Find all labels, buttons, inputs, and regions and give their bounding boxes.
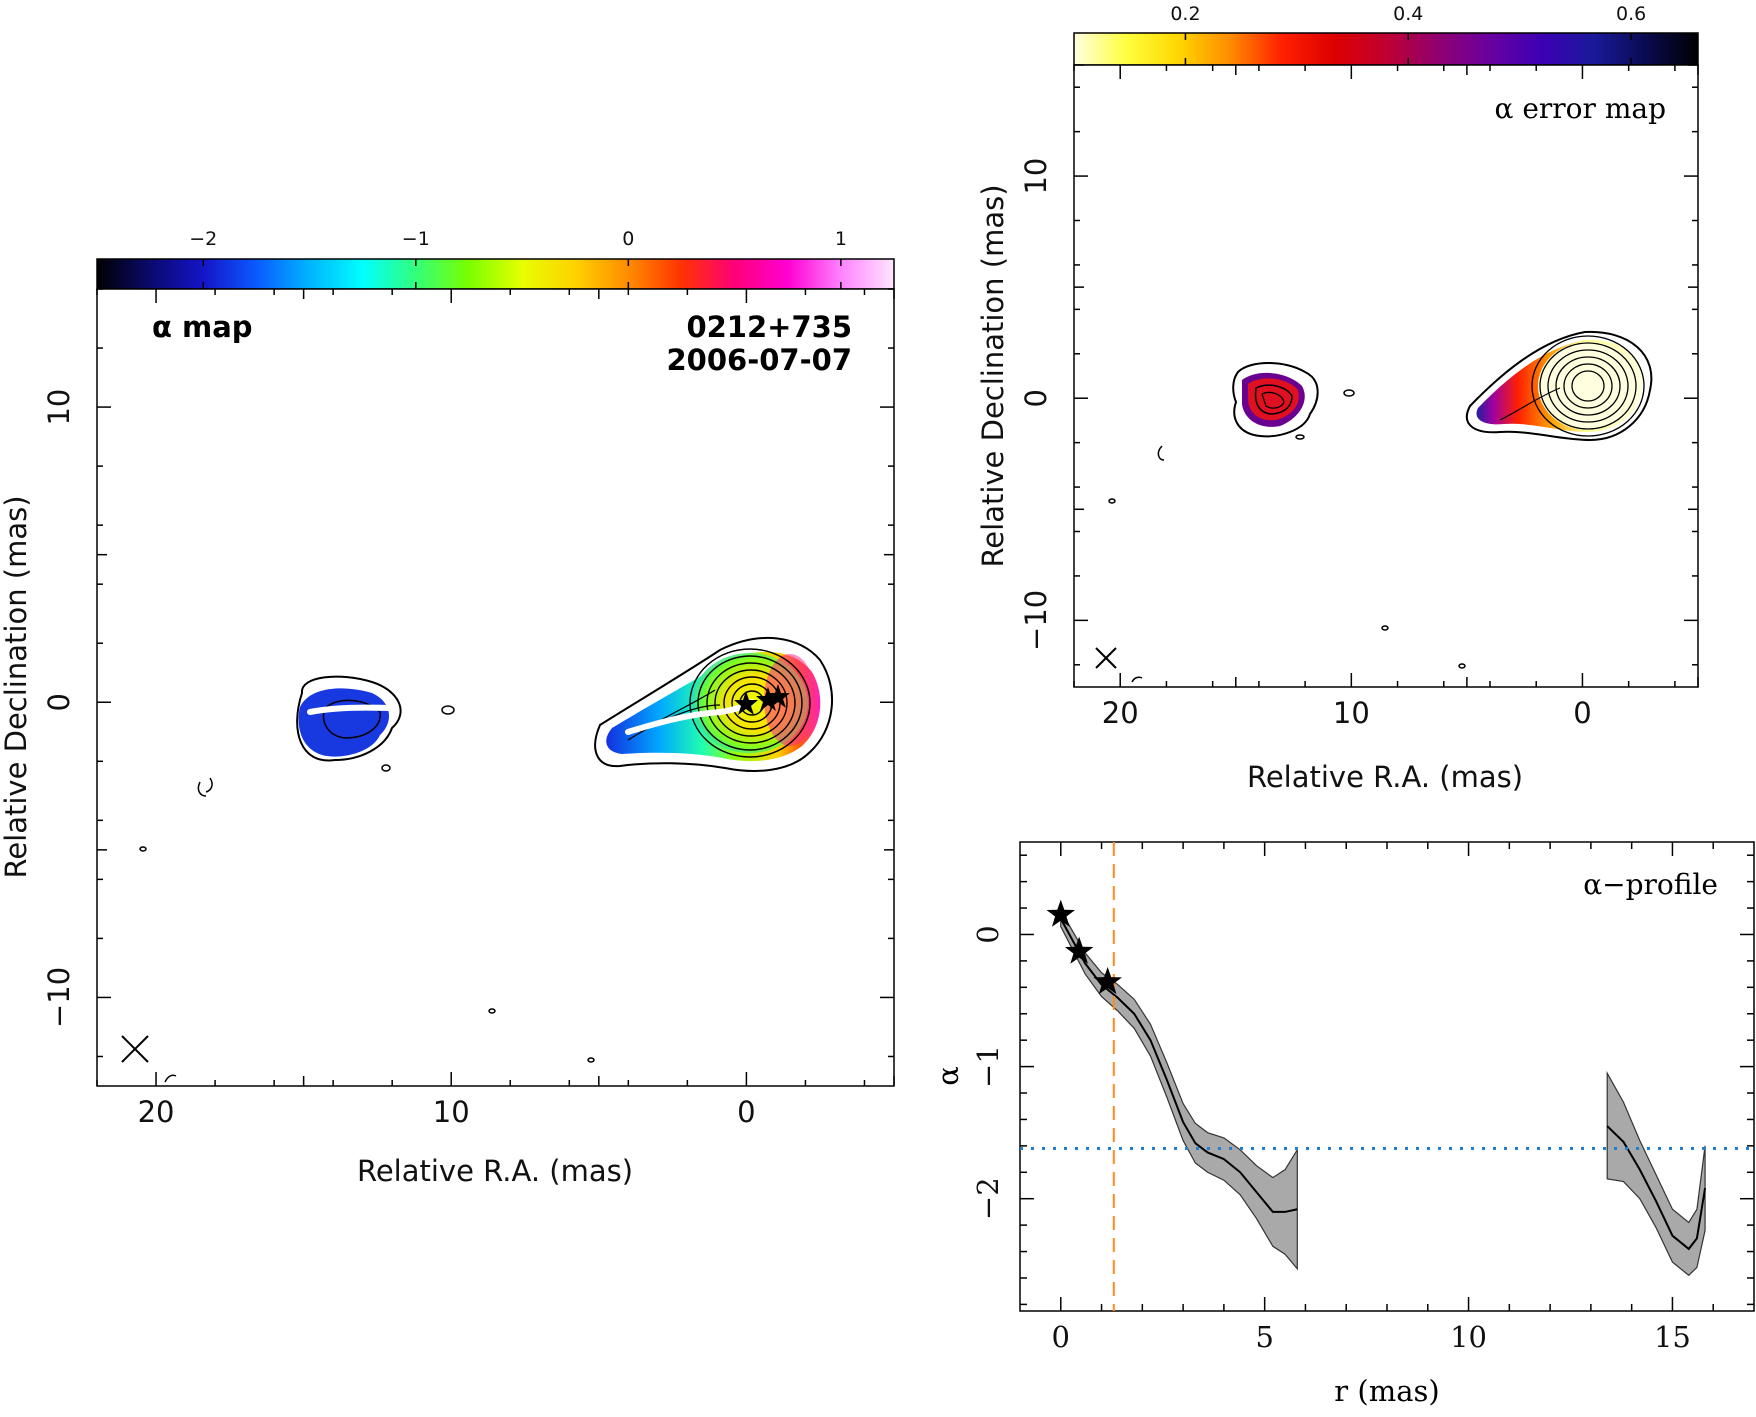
alpha-colorbar-ticks: −2 −1 0 1 — [189, 228, 847, 289]
x-tick-label: 15 — [1654, 1320, 1691, 1354]
profile-xlabel: r (mas) — [1334, 1374, 1439, 1408]
x-tick-label: 10 — [433, 1095, 470, 1129]
y-tick-label: −10 — [1019, 590, 1053, 651]
alpha-map-stars — [734, 684, 790, 715]
profile-star — [1046, 899, 1076, 927]
y-tick-label: −10 — [42, 967, 76, 1028]
y-tick-label: −1 — [971, 1045, 1005, 1088]
error-colorbar-ticks: 0.2 0.4 0.6 — [1170, 3, 1646, 65]
y-tick-label: 0 — [971, 925, 1005, 943]
x-tick-label: 0 — [737, 1095, 755, 1129]
x-tick-label: 5 — [1255, 1320, 1273, 1354]
colorbar-tick-label: −1 — [402, 228, 430, 250]
profile-label: α−profile — [1583, 868, 1718, 901]
alpha-map-beam — [121, 1035, 149, 1063]
error-colorbar — [1073, 32, 1699, 66]
alpha-map-ylabel: Relative Declination (mas) — [0, 495, 33, 878]
error-map-axes: 20 10 0 10 0 −10 — [1019, 64, 1699, 730]
alpha-map-xlabel: Relative R.A. (mas) — [357, 1154, 633, 1188]
colorbar-tick-label: 0.4 — [1393, 3, 1423, 25]
error-map-panel: 0.2 0.4 0.6 — [976, 3, 1699, 794]
alpha-map-date: 2006-07-07 — [667, 343, 853, 377]
y-tick-label: 10 — [42, 389, 76, 426]
error-map-label: α error map — [1495, 92, 1666, 125]
y-tick-label: −2 — [971, 1177, 1005, 1220]
profile-axes: 0 5 10 15 0 −1 −2 — [971, 842, 1754, 1354]
profile-ylabel: α — [931, 1066, 965, 1086]
alpha-map-panel: −2 −1 0 1 — [0, 228, 895, 1188]
colorbar-tick-label: 0.6 — [1616, 3, 1646, 25]
x-tick-label: 0 — [1052, 1320, 1070, 1354]
y-tick-label: 0 — [42, 693, 76, 711]
profile-star — [1093, 967, 1122, 995]
error-map-image — [1095, 330, 1653, 683]
y-tick-label: 10 — [1019, 158, 1053, 195]
profile-stars — [1046, 899, 1122, 995]
error-map-beam — [1095, 647, 1117, 669]
alpha-map-label: α map — [152, 310, 253, 344]
x-tick-label: 20 — [138, 1095, 175, 1129]
y-tick-label: 0 — [1019, 389, 1053, 407]
x-tick-label: 10 — [1333, 696, 1370, 730]
error-map-xlabel: Relative R.A. (mas) — [1247, 760, 1523, 794]
x-tick-label: 20 — [1102, 696, 1139, 730]
x-tick-label: 0 — [1573, 696, 1591, 730]
x-tick-label: 10 — [1450, 1320, 1487, 1354]
alpha-map-image — [121, 637, 833, 1083]
profile-star — [1064, 936, 1094, 964]
error-band — [1606, 1070, 1706, 1277]
alpha-profile-panel: 0 5 10 15 0 −1 −2 α−profile r (mas) α — [931, 841, 1755, 1408]
profile-frame — [1019, 841, 1755, 1312]
alpha-colorbar — [96, 258, 895, 290]
series-line — [1606, 1125, 1707, 1251]
alpha-map-axes: 20 10 0 10 0 −10 — [42, 288, 895, 1129]
colorbar-tick-label: 0 — [622, 228, 634, 250]
alpha-map-source: 0212+735 — [686, 310, 852, 344]
colorbar-tick-label: 0.2 — [1170, 3, 1200, 25]
colorbar-tick-label: −2 — [189, 228, 217, 250]
error-map-ylabel: Relative Declination (mas) — [976, 184, 1010, 567]
colorbar-tick-label: 1 — [835, 228, 847, 250]
